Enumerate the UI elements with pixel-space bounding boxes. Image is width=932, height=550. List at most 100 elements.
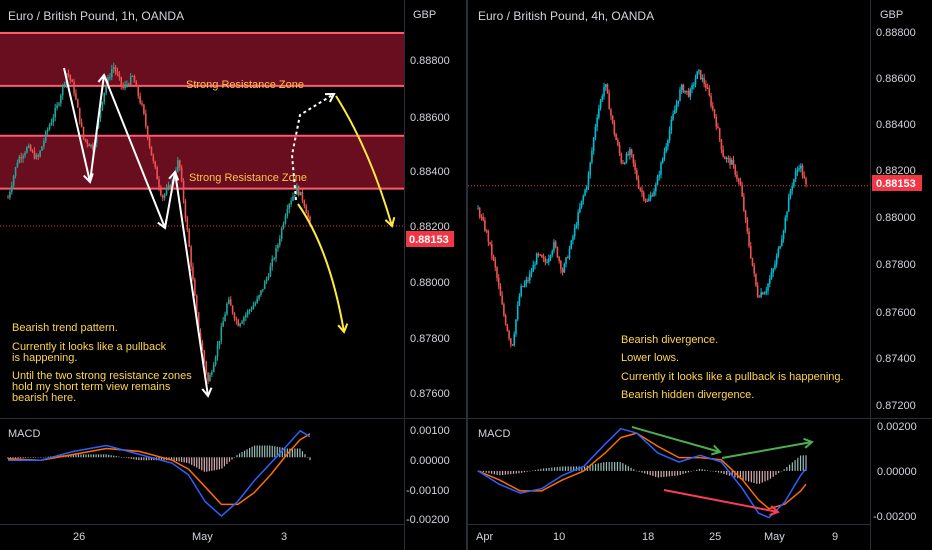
candle-body xyxy=(672,113,674,120)
macd-histogram-bar xyxy=(100,454,102,458)
note-line: Lower lows. xyxy=(621,352,679,364)
candle-body xyxy=(777,248,780,256)
macd-histogram-bar xyxy=(551,467,553,471)
macd-histogram-bar xyxy=(208,457,210,472)
candle-body xyxy=(599,100,602,109)
candle-body xyxy=(793,179,795,186)
candle-body xyxy=(618,145,621,154)
macd-histogram-bar xyxy=(769,470,772,479)
candle-body xyxy=(585,186,588,190)
candle-body xyxy=(737,178,740,181)
macd-histogram-bar xyxy=(515,470,517,474)
macd-histogram-bar xyxy=(564,466,567,471)
left-macd-axis: 0.00100 0.00000 -0.00100 -0.00200 xyxy=(406,425,450,526)
candle-body xyxy=(594,127,597,138)
macd-histogram-bar xyxy=(696,469,698,471)
trend-arrow xyxy=(164,171,176,229)
candle-body xyxy=(265,278,268,282)
macd-histogram-bar xyxy=(118,456,120,458)
candle-body xyxy=(35,155,38,159)
candle-body xyxy=(551,250,554,256)
candle-body xyxy=(484,220,486,231)
candle-body xyxy=(75,93,77,100)
macd-line xyxy=(8,430,311,517)
macd-histogram-bar xyxy=(786,466,788,471)
candle-body xyxy=(542,257,545,259)
candle-body xyxy=(12,176,15,186)
left-price-tick: 0.87800 xyxy=(410,333,450,345)
arrow-head xyxy=(324,92,336,103)
arrow-head xyxy=(803,437,814,449)
candle-body xyxy=(63,83,66,86)
right-price-tick: 0.88000 xyxy=(876,212,916,224)
macd-histogram-bar xyxy=(32,457,34,458)
candle-body xyxy=(558,257,560,261)
candle-body xyxy=(665,146,667,152)
macd-histogram-bar xyxy=(266,445,268,458)
candle-body xyxy=(301,191,304,201)
macd-histogram-bar xyxy=(641,470,643,473)
macd-histogram-bar xyxy=(797,457,799,471)
macd-histogram-bar xyxy=(548,467,550,471)
candle-body xyxy=(549,255,552,259)
macd-histogram-bar xyxy=(660,470,662,478)
candle-body xyxy=(99,110,102,118)
candle-body xyxy=(791,185,793,191)
candle-body xyxy=(591,150,593,163)
candle-body xyxy=(246,310,249,315)
candle-body xyxy=(763,292,766,295)
candle-body xyxy=(231,305,234,314)
macd-histogram-bar xyxy=(614,462,616,471)
macd-histogram-bar xyxy=(120,457,122,458)
candle-body xyxy=(632,154,635,164)
divergence-arrow-green xyxy=(631,426,721,453)
candle-body xyxy=(739,180,742,186)
candle-body xyxy=(544,258,547,263)
left-chart-title: Euro / British Pound, 1h, OANDA xyxy=(8,9,184,23)
right-price-tick: 0.88800 xyxy=(876,27,916,39)
candle-body xyxy=(572,236,574,241)
macd-histogram-bar xyxy=(77,454,80,458)
macd-histogram-bar xyxy=(799,455,802,471)
right-price-tag-bg xyxy=(872,175,922,191)
macd-histogram-bar xyxy=(731,470,733,477)
candle-body xyxy=(736,174,738,179)
candle-body xyxy=(209,374,211,382)
candle-body xyxy=(478,208,481,217)
right-macd xyxy=(477,427,807,519)
candle-body xyxy=(273,258,275,260)
candle-body xyxy=(515,319,517,335)
macd-histogram-bar xyxy=(108,454,110,458)
candle-body xyxy=(560,260,562,270)
candle-body xyxy=(504,315,507,325)
candle-body xyxy=(677,100,680,105)
macd-histogram-bar xyxy=(502,470,504,475)
macd-histogram-bar xyxy=(233,457,236,458)
macd-histogram-bar xyxy=(7,457,9,459)
candle-body xyxy=(295,186,298,195)
candle-body xyxy=(796,169,799,173)
macd-histogram-bar xyxy=(682,470,684,475)
candle-body xyxy=(706,87,709,89)
candle-body xyxy=(33,151,36,159)
candle-body xyxy=(510,338,512,345)
candle-body xyxy=(491,244,493,256)
macd-histogram-bar xyxy=(507,470,509,475)
candle-body xyxy=(269,266,272,277)
macd-histogram-bar xyxy=(138,457,140,461)
candle-body xyxy=(154,161,157,168)
candle-body xyxy=(649,195,652,199)
macd-histogram-bar xyxy=(668,470,670,477)
candle-body xyxy=(537,253,540,255)
candle-body xyxy=(143,104,145,114)
trend-arrow xyxy=(174,171,209,397)
candle-body xyxy=(218,340,221,346)
left-price-axis: 0.88800 0.88600 0.88400 0.88200 0.88000 … xyxy=(410,55,450,400)
candle-body xyxy=(646,200,648,202)
macd-signal-line xyxy=(7,433,311,506)
macd-histogram-bar xyxy=(236,455,238,458)
candle-body xyxy=(713,109,716,117)
macd-histogram-bar xyxy=(685,470,687,474)
candle-body xyxy=(587,174,590,187)
macd-histogram-bar xyxy=(133,457,135,460)
